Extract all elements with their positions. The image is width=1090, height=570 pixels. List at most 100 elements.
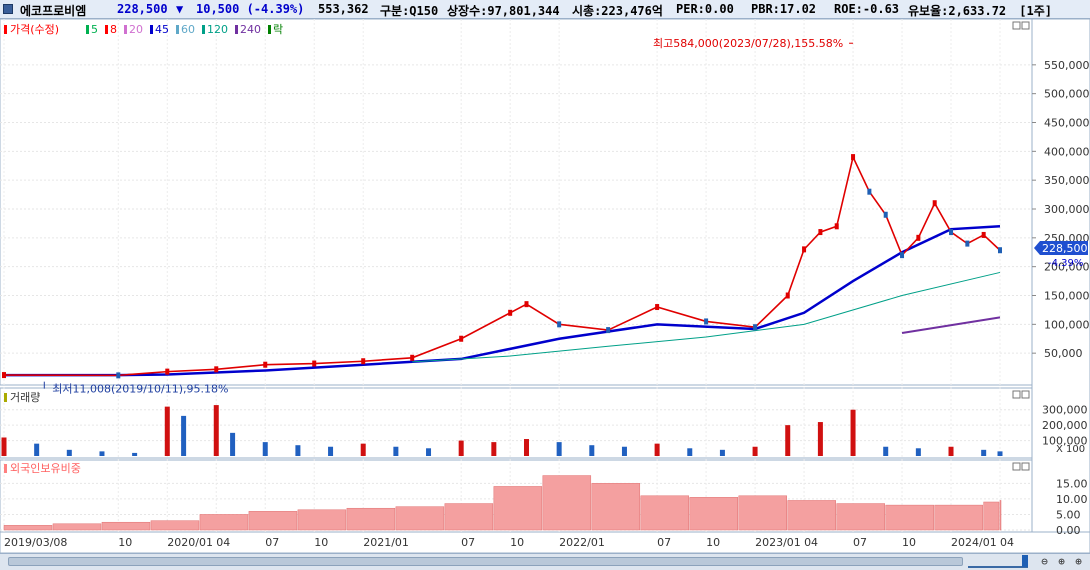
- foreign-ratio-bar: [689, 497, 739, 531]
- foreign-ratio-bar: [150, 520, 200, 531]
- ma-legend-label: 60: [181, 23, 195, 36]
- x-axis-tick-label: 04: [804, 536, 818, 549]
- ma-legend-swatch: [105, 25, 108, 34]
- ma-legend-swatch: [176, 25, 179, 34]
- ma-240-line: [901, 316, 1001, 334]
- volume-bar: [719, 449, 725, 456]
- foreign-ratio-bar: [885, 504, 934, 531]
- volume-panel: [0, 387, 1033, 459]
- foreign-panel-close-button[interactable]: [1021, 462, 1030, 471]
- volume-bar: [213, 405, 219, 456]
- foreign-y-tick-label: 15.00: [1056, 477, 1088, 490]
- volume-value: 553,362: [318, 2, 369, 16]
- price-candle: [965, 240, 970, 247]
- ma-legend-swatch: [202, 25, 205, 34]
- ma-legend-label: 240: [240, 23, 261, 36]
- foreign-ratio-bar: [999, 500, 1002, 531]
- volume-bar: [426, 448, 432, 456]
- x-axis-tick-label: 2022/01: [559, 536, 605, 549]
- zoom-slider[interactable]: [968, 558, 1028, 568]
- volume-bar: [1, 437, 7, 456]
- foreign-ratio-bar: [444, 503, 494, 531]
- volume-bar: [981, 449, 987, 456]
- x-axis-tick-label: 10: [706, 536, 720, 549]
- x-axis-tick-label: 2020/01: [167, 536, 213, 549]
- price-candle: [834, 223, 839, 230]
- volume-bar: [850, 409, 856, 456]
- foreign-ratio-bar: [934, 504, 983, 531]
- last-price-tag-label: 228,500: [1042, 242, 1088, 255]
- x-axis-tick-label: 2023/01: [755, 536, 801, 549]
- zoom-slider-knob[interactable]: [1022, 555, 1028, 567]
- stock-name[interactable]: 에코프로비엠: [20, 4, 87, 18]
- pbr-value: PBR:17.02: [751, 2, 817, 16]
- horizontal-scrollbar[interactable]: ⊖ ⊕ ⊕: [0, 553, 1090, 570]
- ma-legend-label: 45: [155, 23, 169, 36]
- listed-shares: 상장수:97,801,344: [447, 4, 560, 18]
- last-change-label: -4.39%: [1048, 258, 1083, 269]
- price-y-tick-label: 350,000: [1044, 174, 1090, 187]
- price-panel-close-button[interactable]: [1021, 21, 1030, 30]
- period-selector[interactable]: [1주]: [1019, 4, 1052, 18]
- volume-panel-minimize-button[interactable]: [1012, 390, 1021, 399]
- volume-bar: [621, 446, 627, 456]
- volume-y-tick-label: 300,000: [1042, 404, 1088, 417]
- zoom-reset-icon[interactable]: ⊕: [1058, 555, 1065, 568]
- volume-y-tick-label: 100,000: [1042, 435, 1088, 448]
- price-candle: [655, 304, 660, 311]
- price-candle: [932, 200, 937, 207]
- price-candle: [508, 309, 513, 316]
- foreign-ratio-bar: [738, 495, 787, 531]
- foreign-ratio-bar: [52, 523, 102, 531]
- market-type: 구분:Q150: [380, 4, 439, 18]
- volume-unit-label: X 100: [1056, 444, 1085, 455]
- market-cap: 시총:223,476억: [572, 4, 663, 18]
- chart-area[interactable]: 550,000500,000450,000400,000350,000300,0…: [0, 19, 1090, 553]
- volume-legend-label: 거래량: [10, 391, 40, 404]
- price-candle: [981, 231, 986, 238]
- price-candle: [361, 358, 366, 365]
- foreign-ratio-bar: [640, 495, 690, 531]
- scrollbar-thumb[interactable]: [8, 557, 963, 566]
- price-close-line: [3, 154, 1001, 377]
- price-legend-swatch: [4, 25, 7, 34]
- last-price-tag: [1034, 241, 1088, 255]
- price-candle: [998, 247, 1002, 254]
- volume-y-tick-label: 200,000: [1042, 419, 1088, 432]
- ma-legend-swatch: [86, 25, 89, 34]
- price-panel-minimize-button[interactable]: [1012, 21, 1021, 30]
- x-axis-tick-label: 10: [510, 536, 524, 549]
- price-candle: [165, 368, 170, 375]
- price-y-tick-label: 200,000: [1044, 261, 1090, 274]
- volume-bar: [523, 439, 529, 456]
- volume-bar: [997, 451, 1003, 456]
- foreign-ratio-bar: [493, 486, 543, 531]
- foreign-panel-minimize-button[interactable]: [1012, 462, 1021, 471]
- price-candle: [802, 246, 807, 253]
- price-y-tick-label: 400,000: [1044, 145, 1090, 158]
- down-arrow-icon: ▼: [176, 2, 184, 16]
- stock-search-icon[interactable]: [3, 4, 13, 14]
- stock-price: 228,500: [117, 2, 168, 16]
- price-y-tick-label: 550,000: [1044, 59, 1090, 72]
- price-candle: [214, 366, 219, 373]
- volume-bar: [328, 446, 334, 456]
- foreign-ratio-bar: [3, 525, 53, 531]
- x-axis-tick-label: 07: [265, 536, 279, 549]
- price-candle: [116, 372, 121, 379]
- ma-legend-swatch: [124, 25, 127, 34]
- price-candle: [916, 234, 921, 241]
- per-value: PER:0.00: [676, 2, 734, 16]
- volume-bar: [34, 443, 40, 456]
- foreign-ratio-bar: [542, 475, 592, 531]
- ma-legend-swatch: [268, 25, 271, 34]
- zoom-in-icon[interactable]: ⊕: [1075, 555, 1082, 568]
- volume-bar: [262, 442, 268, 456]
- volume-bar: [230, 432, 236, 456]
- volume-panel-close-button[interactable]: [1021, 390, 1030, 399]
- price-candle: [883, 211, 888, 218]
- volume-bar: [752, 446, 758, 456]
- foreign-y-tick-label: 5.00: [1056, 508, 1081, 521]
- foreign-ratio-bar: [983, 501, 1000, 531]
- zoom-out-icon[interactable]: ⊖: [1041, 555, 1048, 568]
